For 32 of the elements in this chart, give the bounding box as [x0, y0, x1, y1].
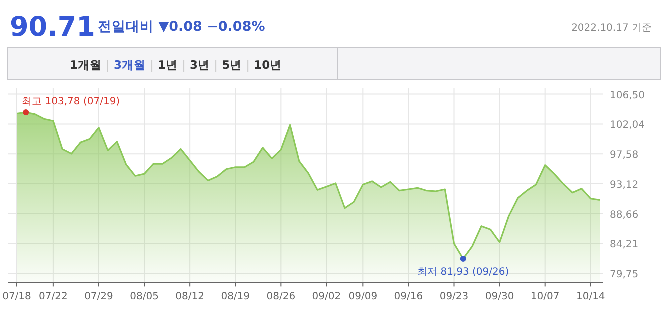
annotation: 최저 81,93 (09/26) — [418, 267, 510, 278]
text: 10년 — [254, 58, 282, 72]
x-tick-label: 08/26 — [266, 292, 296, 303]
y-tick-label: 102,04 — [610, 120, 645, 132]
y-tick-label: 93,12 — [610, 180, 639, 192]
x-tick-label: 09/02 — [312, 292, 342, 303]
y-tick-label: 88,66 — [610, 210, 639, 221]
text: 3개월 — [114, 58, 146, 72]
chart-subtitle: 전일대비 ▼0.08 −0.08% — [98, 19, 266, 35]
chart-title: 90.71 — [10, 12, 96, 43]
x-tick-label: 09/30 — [485, 292, 514, 303]
text: 1개월 — [70, 58, 102, 72]
x-tick-label: 07/18 — [2, 292, 32, 303]
annotation: 최고 103,78 (07/19) — [22, 96, 120, 108]
text: 3년 — [190, 58, 210, 72]
x-tick-label: 10/14 — [576, 292, 606, 303]
x-tick-label: 07/22 — [39, 292, 68, 303]
y-tick-label: 106,50 — [610, 90, 645, 102]
x-tick-label: 09/16 — [394, 292, 424, 303]
x-tick-label: 08/12 — [176, 292, 204, 303]
y-tick-label: 79,75 — [610, 270, 639, 281]
text: 2022.10.17 기준 — [572, 23, 652, 34]
x-tick-label: 08/05 — [130, 292, 159, 303]
y-tick-label: 97,58 — [610, 150, 639, 162]
x-tick-label: 07/29 — [84, 292, 114, 303]
text: 1년 — [158, 58, 178, 72]
y-tick-label: 84,21 — [610, 240, 639, 251]
x-tick-label: 09/09 — [348, 292, 378, 303]
x-tick-label: 08/19 — [221, 292, 250, 303]
x-tick-label: 09/23 — [440, 292, 469, 303]
x-tick-label: 10/07 — [530, 292, 560, 303]
text: 5년 — [222, 58, 242, 72]
